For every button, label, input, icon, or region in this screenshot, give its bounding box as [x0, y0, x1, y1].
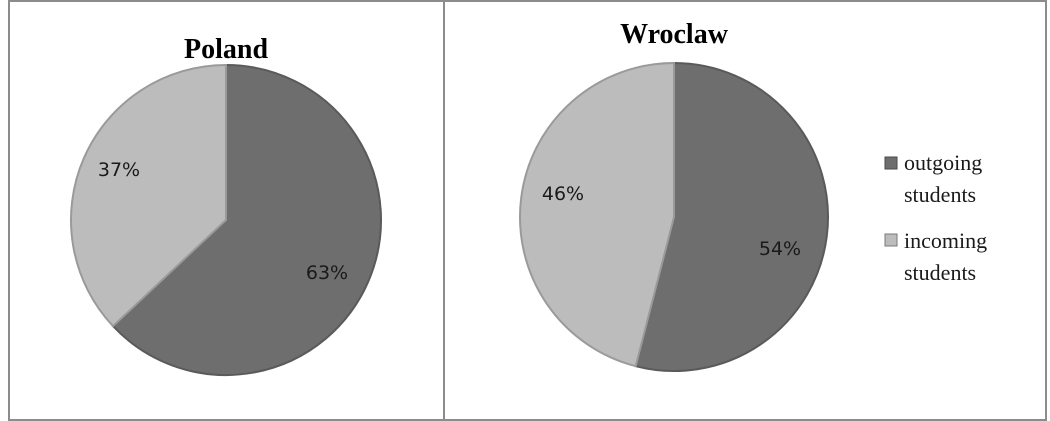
legend-item-outgoing: outgoing students: [884, 150, 982, 207]
legend-swatch-outgoing: [884, 156, 898, 170]
data-label-poland-outgoing: 63%: [306, 262, 348, 284]
legend-item-incoming: incoming students: [884, 228, 987, 285]
legend: outgoing students incoming students: [884, 150, 987, 285]
legend-swatch-incoming: [884, 233, 898, 247]
pie-slices-poland: [70, 63, 382, 376]
pie-slices-wroclaw: [519, 61, 829, 372]
data-label-wroclaw-incoming: 46%: [542, 183, 584, 205]
legend-label-incoming-line1: incoming: [904, 228, 987, 253]
pie-slice-wroclaw-outgoing: [634, 61, 829, 372]
chart-title-poland: Poland: [184, 34, 268, 65]
legend-label-outgoing-line2: students: [904, 182, 976, 207]
data-label-poland-incoming: 37%: [98, 159, 140, 181]
pie-chart-poland: Poland 63% 37%: [70, 34, 382, 376]
legend-label-outgoing-line1: outgoing: [904, 150, 982, 175]
chart-title-wroclaw: Wroclaw: [620, 19, 729, 50]
pie-slice-wroclaw-incoming: [519, 61, 675, 368]
pie-chart-wroclaw: Wroclaw 54% 46%: [519, 19, 829, 372]
legend-label-incoming-line2: students: [904, 260, 976, 285]
pie-slice-poland-incoming: [70, 63, 227, 328]
data-label-wroclaw-outgoing: 54%: [759, 238, 801, 260]
pie-slice-poland-outgoing: [111, 63, 382, 376]
